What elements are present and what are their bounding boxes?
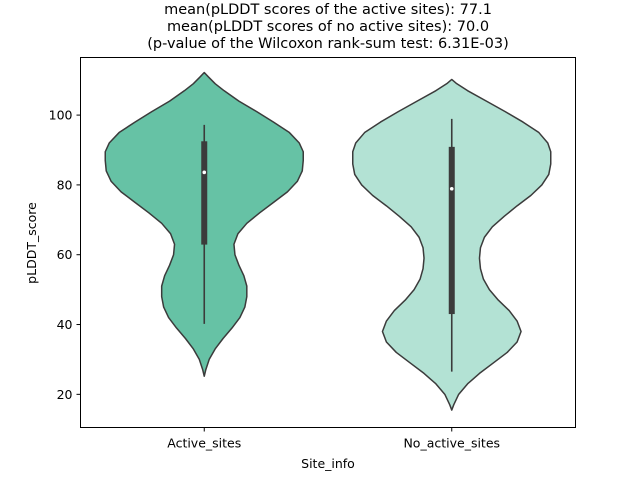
plot-frame xyxy=(80,57,576,428)
title-line-2: mean(pLDDT scores of no active sites): 7… xyxy=(167,19,489,35)
violin-Active_sites xyxy=(104,71,304,377)
title-line-3: (p-value of the Wilcoxon rank-sum test: … xyxy=(147,36,508,52)
median-dot-Active_sites xyxy=(202,170,207,175)
y-tick-label: 20 xyxy=(57,387,73,402)
y-axis-label: pLDDT_score xyxy=(24,202,39,284)
y-tick-label: 100 xyxy=(49,108,73,123)
violin-No_active_sites xyxy=(352,78,552,411)
median-dot-No_active_sites xyxy=(449,186,454,191)
chart-title: mean(pLDDT scores of the active sites): … xyxy=(147,2,508,52)
x-tick-label: Active_sites xyxy=(167,436,241,451)
y-tick-label: 60 xyxy=(57,247,73,262)
y-tick-label: 80 xyxy=(57,177,73,192)
x-axis-label: Site_info xyxy=(301,456,355,471)
iqr-box-Active_sites xyxy=(201,141,208,245)
title-line-1: mean(pLDDT scores of the active sites): … xyxy=(164,2,492,18)
iqr-box-No_active_sites xyxy=(448,146,455,315)
x-axis-ticks: Active_sites No_active_sites xyxy=(167,427,500,451)
y-tick-label: 40 xyxy=(57,317,73,332)
violins-layer xyxy=(104,71,552,411)
x-tick-label: No_active_sites xyxy=(403,436,500,451)
y-axis-ticks: 20 40 60 80 100 xyxy=(49,108,81,402)
